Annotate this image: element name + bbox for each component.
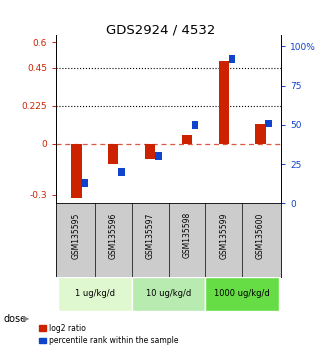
Text: GSM135600: GSM135600	[256, 212, 265, 258]
Bar	[58, 277, 132, 311]
Text: GSM135599: GSM135599	[219, 212, 228, 258]
Bar	[108, 144, 118, 164]
Bar	[219, 61, 229, 144]
Bar	[71, 144, 82, 198]
Bar	[155, 153, 161, 160]
Text: GSM135598: GSM135598	[182, 212, 191, 258]
Bar	[229, 55, 235, 63]
Bar	[265, 120, 272, 127]
Bar	[192, 121, 198, 129]
Text: GSM135597: GSM135597	[146, 212, 155, 258]
Bar	[132, 277, 205, 311]
Text: 10 ug/kg/d: 10 ug/kg/d	[146, 290, 191, 298]
Text: 1 ug/kg/d: 1 ug/kg/d	[75, 290, 115, 298]
Bar	[182, 135, 192, 144]
Text: GSM135595: GSM135595	[72, 212, 81, 258]
Bar	[205, 277, 279, 311]
Text: GDS2924 / 4532: GDS2924 / 4532	[106, 23, 215, 36]
Bar	[118, 168, 125, 176]
Legend: log2 ratio, percentile rank within the sample: log2 ratio, percentile rank within the s…	[36, 320, 181, 348]
Text: GSM135596: GSM135596	[109, 212, 118, 258]
Text: dose: dose	[3, 314, 26, 324]
Bar	[145, 144, 155, 159]
Text: 1000 ug/kg/d: 1000 ug/kg/d	[214, 290, 270, 298]
Text: ▶: ▶	[22, 314, 29, 323]
Bar	[81, 179, 88, 187]
Bar	[256, 125, 266, 144]
